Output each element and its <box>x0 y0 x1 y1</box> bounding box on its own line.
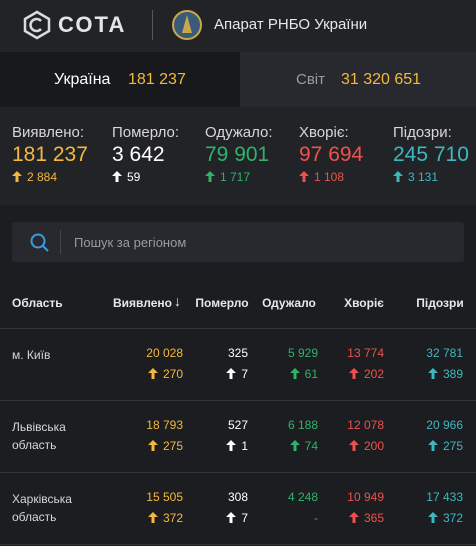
column-header: Померло <box>195 296 249 310</box>
column-header: Область <box>12 296 63 310</box>
arrow-icon <box>226 512 236 523</box>
cell-delta: 275 <box>442 439 463 453</box>
arrow-icon <box>12 171 22 182</box>
emblem <box>172 10 202 40</box>
stat-label: Виявлено: <box>12 124 85 141</box>
cell-delta: 389 <box>442 367 463 381</box>
stat-label: Хворіє: <box>299 124 349 141</box>
tab-active[interactable] <box>0 52 240 107</box>
cell-delta: 202 <box>363 367 384 381</box>
arrow-icon <box>428 512 438 523</box>
search-icon <box>30 233 49 252</box>
column-header: Хворіє <box>344 296 384 310</box>
row-divider <box>0 544 476 545</box>
cell-delta: 61 <box>304 367 318 381</box>
stat-value: 97 694 <box>299 143 364 166</box>
cell-value: 17 433 <box>426 490 463 504</box>
cell-value: 325 <box>227 346 248 360</box>
arrow-icon <box>226 440 236 451</box>
cell-value: 10 949 <box>347 490 384 504</box>
divider <box>152 10 153 40</box>
cell-value: 12 078 <box>347 418 384 432</box>
arrow-icon <box>299 171 309 182</box>
cell-value: 32 781 <box>426 346 463 360</box>
tab[interactable] <box>240 52 476 107</box>
arrow-icon <box>112 171 122 182</box>
cell-value: 4 248 <box>287 490 318 504</box>
tab-label: Світ <box>296 71 326 88</box>
cell-delta: - <box>314 511 318 525</box>
cell-delta: 275 <box>162 439 183 453</box>
logo-icon <box>23 10 51 40</box>
sort-icon: ↓ <box>174 293 181 309</box>
arrow-icon <box>428 368 438 379</box>
stat-value: 245 710 <box>393 143 469 166</box>
cell-value: 527 <box>227 418 248 432</box>
cell-delta: 372 <box>162 511 183 525</box>
stat-delta: 59 <box>127 170 141 184</box>
arrow-icon <box>148 512 158 523</box>
stat-delta: 2 884 <box>27 170 58 184</box>
stat-delta: 1 717 <box>220 170 251 184</box>
divider <box>60 230 61 254</box>
cell-value: 15 505 <box>146 490 183 504</box>
stat-value: 79 901 <box>205 143 270 166</box>
cell-delta: 372 <box>442 511 463 525</box>
tab-label: Україна <box>54 71 111 88</box>
cell-value: 308 <box>227 490 248 504</box>
stat-value: 181 237 <box>12 143 88 166</box>
cell-value: 18 793 <box>146 418 183 432</box>
cell-value: 20 966 <box>426 418 463 432</box>
arrow-icon <box>428 440 438 451</box>
search-placeholder: Пошук за регіоном <box>74 235 187 250</box>
header: СОТА Апарат РНБО України <box>0 0 476 52</box>
tab-value: 31 320 651 <box>341 71 422 88</box>
cell-delta: 7 <box>241 511 248 525</box>
cell-value: 5 929 <box>287 346 318 360</box>
arrow-icon <box>148 368 158 379</box>
cell-delta: 200 <box>363 439 384 453</box>
stat-delta: 1 108 <box>314 170 345 184</box>
row-divider <box>0 328 476 329</box>
cell-value: 6 188 <box>287 418 318 432</box>
stat-label: Одужало: <box>205 124 273 141</box>
logo: СОТА <box>58 12 127 37</box>
cell-value: 20 028 <box>146 346 183 360</box>
arrow-icon <box>349 440 359 451</box>
stat-label: Померло: <box>112 124 180 141</box>
arrow-icon <box>148 440 158 451</box>
stat-delta: 3 131 <box>408 170 439 184</box>
region-name: м. Київ <box>12 348 51 362</box>
column-header: Підозри <box>416 296 464 310</box>
arrow-icon <box>226 368 236 379</box>
cell-delta: 7 <box>241 367 248 381</box>
search-box[interactable]: Пошук за регіоном <box>12 222 464 262</box>
arrow-icon <box>349 368 359 379</box>
stat-label: Підозри: <box>393 124 452 141</box>
column-header: Одужало <box>262 296 316 310</box>
stat-value: 3 642 <box>112 143 165 166</box>
arrow-icon <box>393 171 403 182</box>
column-header: Виявлено <box>113 296 172 310</box>
cell-delta: 74 <box>304 439 318 453</box>
arrow-icon <box>205 171 215 182</box>
arrow-icon <box>349 512 359 523</box>
cell-delta: 270 <box>162 367 183 381</box>
row-divider <box>0 400 476 401</box>
cell-delta: 1 <box>241 439 248 453</box>
cell-value: 13 774 <box>347 346 384 360</box>
arrow-icon <box>290 440 300 451</box>
row-divider <box>0 472 476 473</box>
arrow-icon <box>290 368 300 379</box>
region-name: Харківська область <box>12 492 72 524</box>
cell-delta: 365 <box>363 511 384 525</box>
region-name: Львівська область <box>12 420 66 452</box>
org-name: Апарат РНБО України <box>214 16 368 33</box>
tab-value: 181 237 <box>128 71 186 88</box>
